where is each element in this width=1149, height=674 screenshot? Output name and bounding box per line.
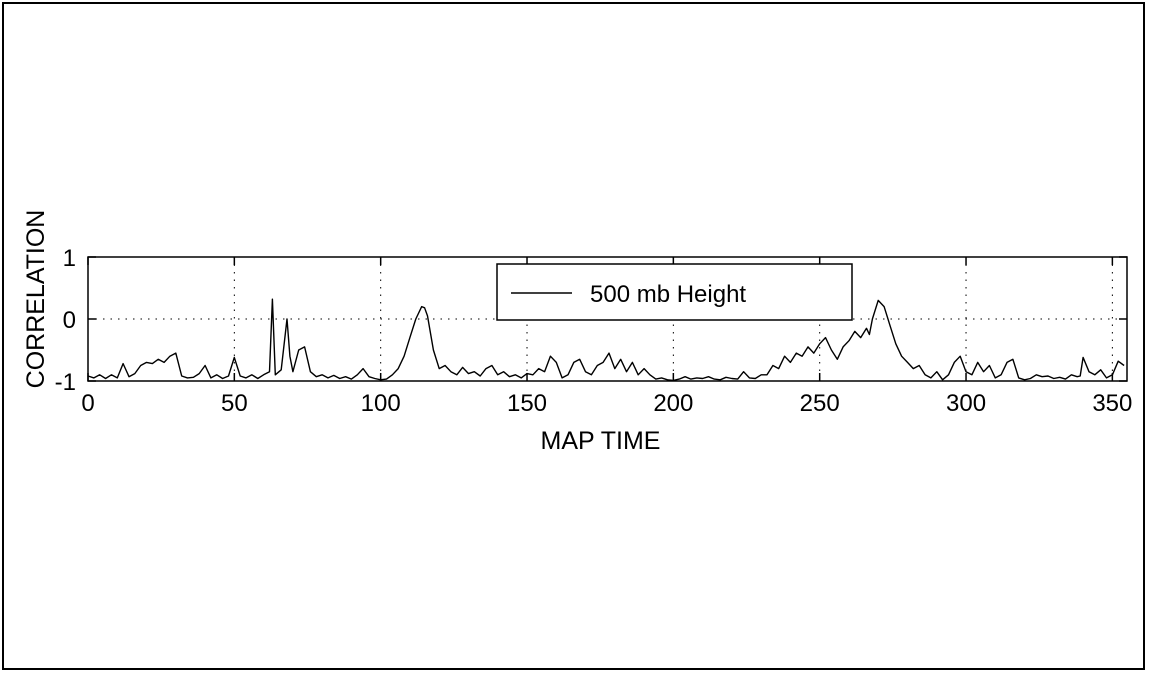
x-tick-label-200: 200 bbox=[653, 390, 693, 417]
y-tick-label-1: 1 bbox=[63, 245, 76, 272]
x-tick-label-0: 0 bbox=[81, 390, 94, 417]
x-tick-label-300: 300 bbox=[946, 390, 986, 417]
x-tick-label-350: 350 bbox=[1092, 390, 1132, 417]
series-line-0 bbox=[87, 298, 1125, 382]
x-tick-label-100: 100 bbox=[361, 390, 401, 417]
x-axis-label: MAP TIME bbox=[541, 427, 661, 455]
x-tick-label-150: 150 bbox=[507, 390, 547, 417]
y-tick-label--1: -1 bbox=[55, 369, 76, 396]
series-layer bbox=[87, 298, 1125, 382]
y-axis-label: CORRELATION bbox=[22, 210, 50, 389]
x-tick-label-250: 250 bbox=[800, 390, 840, 417]
legend-box bbox=[496, 263, 853, 321]
x-tick-label-50: 50 bbox=[221, 390, 248, 417]
legend-label-500mb-height: 500 mb Height bbox=[590, 281, 746, 308]
y-tick-label-0: 0 bbox=[63, 307, 76, 334]
legend: 500 mb Height bbox=[496, 263, 853, 321]
ticks-layer: 0 50 100 150 200 250 300 350-101 bbox=[55, 245, 1133, 417]
grid-layer bbox=[88, 257, 1127, 381]
